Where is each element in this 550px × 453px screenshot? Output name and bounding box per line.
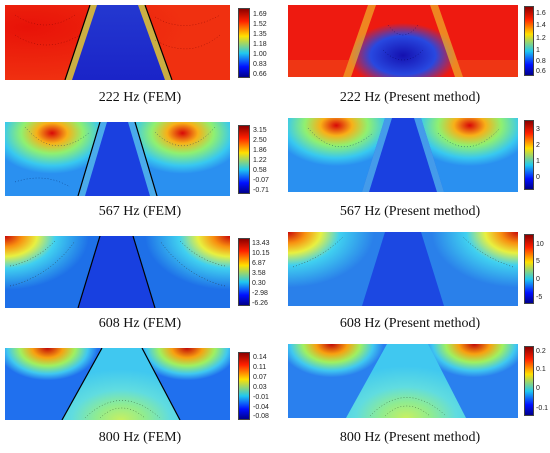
caption-800-present: 800 Hz (Present method) <box>339 430 481 445</box>
tick-567-fem-2: 1.86 <box>253 147 267 154</box>
tick-567-fem-1: 2.50 <box>253 137 267 144</box>
contour-800-present <box>288 344 518 418</box>
plot-800-present <box>288 344 518 418</box>
tick-800-present-1: 0.1 <box>536 366 546 373</box>
tick-800-present-0: 0.2 <box>536 348 546 355</box>
tick-608-present-3: -5 <box>536 294 543 301</box>
colorbar-608-fem <box>238 238 250 306</box>
tick-222-present-4: 0.8 <box>536 58 546 65</box>
contour-567-fem <box>5 122 230 196</box>
tick-800-fem-6: -0.08 <box>253 413 269 420</box>
caption-222-fem: 222 Hz (FEM) <box>98 90 182 105</box>
plot-608-present <box>288 232 518 306</box>
contour-567-present <box>288 118 518 192</box>
colorbar-567-fem <box>238 125 250 194</box>
tick-608-present-0: 10 <box>536 241 544 248</box>
contour-800-fem <box>5 348 230 420</box>
tick-222-fem-4: 1.00 <box>253 51 267 58</box>
tick-608-fem-5: -2.98 <box>252 290 268 297</box>
tick-567-fem-3: 1.22 <box>253 157 267 164</box>
tick-222-present-3: 1 <box>536 47 540 54</box>
tick-608-fem-3: 3.58 <box>252 270 266 277</box>
tick-567-fem-6: -0.71 <box>253 187 269 194</box>
plot-608-fem <box>5 236 230 308</box>
tick-800-fem-1: 0.11 <box>253 364 267 371</box>
caption-567-present: 567 Hz (Present method) <box>339 204 481 219</box>
caption-222-present: 222 Hz (Present method) <box>339 90 481 105</box>
tick-222-fem-5: 0.83 <box>253 61 267 68</box>
tick-567-present-1: 2 <box>536 142 540 149</box>
contour-608-present <box>288 232 518 306</box>
tick-567-present-0: 3 <box>536 126 540 133</box>
contour-222-present <box>288 5 518 77</box>
tick-567-present-3: 0 <box>536 174 540 181</box>
plot-567-present <box>288 118 518 192</box>
tick-222-fem-2: 1.35 <box>253 31 267 38</box>
tick-800-fem-3: 0.03 <box>253 384 267 391</box>
tick-567-fem-5: -0.07 <box>253 177 269 184</box>
tick-222-present-0: 1.6 <box>536 10 546 17</box>
tick-800-present-2: 0 <box>536 385 540 392</box>
tick-800-fem-2: 0.07 <box>253 374 267 381</box>
tick-222-present-1: 1.4 <box>536 22 546 29</box>
contour-222-fem <box>5 5 230 80</box>
contour-608-fem <box>5 236 230 308</box>
caption-608-present: 608 Hz (Present method) <box>339 316 481 331</box>
tick-800-present-3: -0.1 <box>536 405 549 412</box>
tick-222-present-2: 1.2 <box>536 35 546 42</box>
tick-567-fem-0: 3.15 <box>253 127 267 134</box>
colorbar-608-present <box>524 234 534 304</box>
caption-800-fem: 800 Hz (FEM) <box>98 430 182 445</box>
tick-567-fem-4: 0.58 <box>253 167 267 174</box>
tick-222-fem-0: 1.69 <box>253 11 267 18</box>
colorbar-800-present <box>524 346 534 416</box>
tick-608-fem-2: 6.87 <box>252 260 266 267</box>
tick-800-fem-4: -0.01 <box>253 394 269 401</box>
tick-222-present-5: 0.6 <box>536 68 546 75</box>
tick-222-fem-1: 1.52 <box>253 21 267 28</box>
tick-222-fem-3: 1.18 <box>253 41 267 48</box>
tick-800-fem-0: 0.14 <box>253 354 267 361</box>
caption-567-fem: 567 Hz (FEM) <box>98 204 182 219</box>
tick-608-fem-1: 10.15 <box>252 250 270 257</box>
plot-222-fem <box>5 5 230 80</box>
plot-567-fem <box>5 122 230 196</box>
tick-567-present-2: 1 <box>536 158 540 165</box>
tick-608-fem-6: -6.26 <box>252 300 268 307</box>
tick-222-fem-6: 0.66 <box>253 71 267 78</box>
colorbar-222-fem <box>238 8 250 78</box>
tick-608-present-1: 5 <box>536 258 540 265</box>
tick-800-fem-5: -0.04 <box>253 404 269 411</box>
tick-608-present-2: 0 <box>536 276 540 283</box>
plot-800-fem <box>5 348 230 420</box>
colorbar-222-present <box>524 6 534 76</box>
colorbar-567-present <box>524 120 534 190</box>
colorbar-800-fem <box>238 352 250 420</box>
tick-608-fem-4: 0.30 <box>252 280 266 287</box>
plot-222-present <box>288 5 518 77</box>
tick-608-fem-0: 13.43 <box>252 240 270 247</box>
caption-608-fem: 608 Hz (FEM) <box>98 316 182 331</box>
